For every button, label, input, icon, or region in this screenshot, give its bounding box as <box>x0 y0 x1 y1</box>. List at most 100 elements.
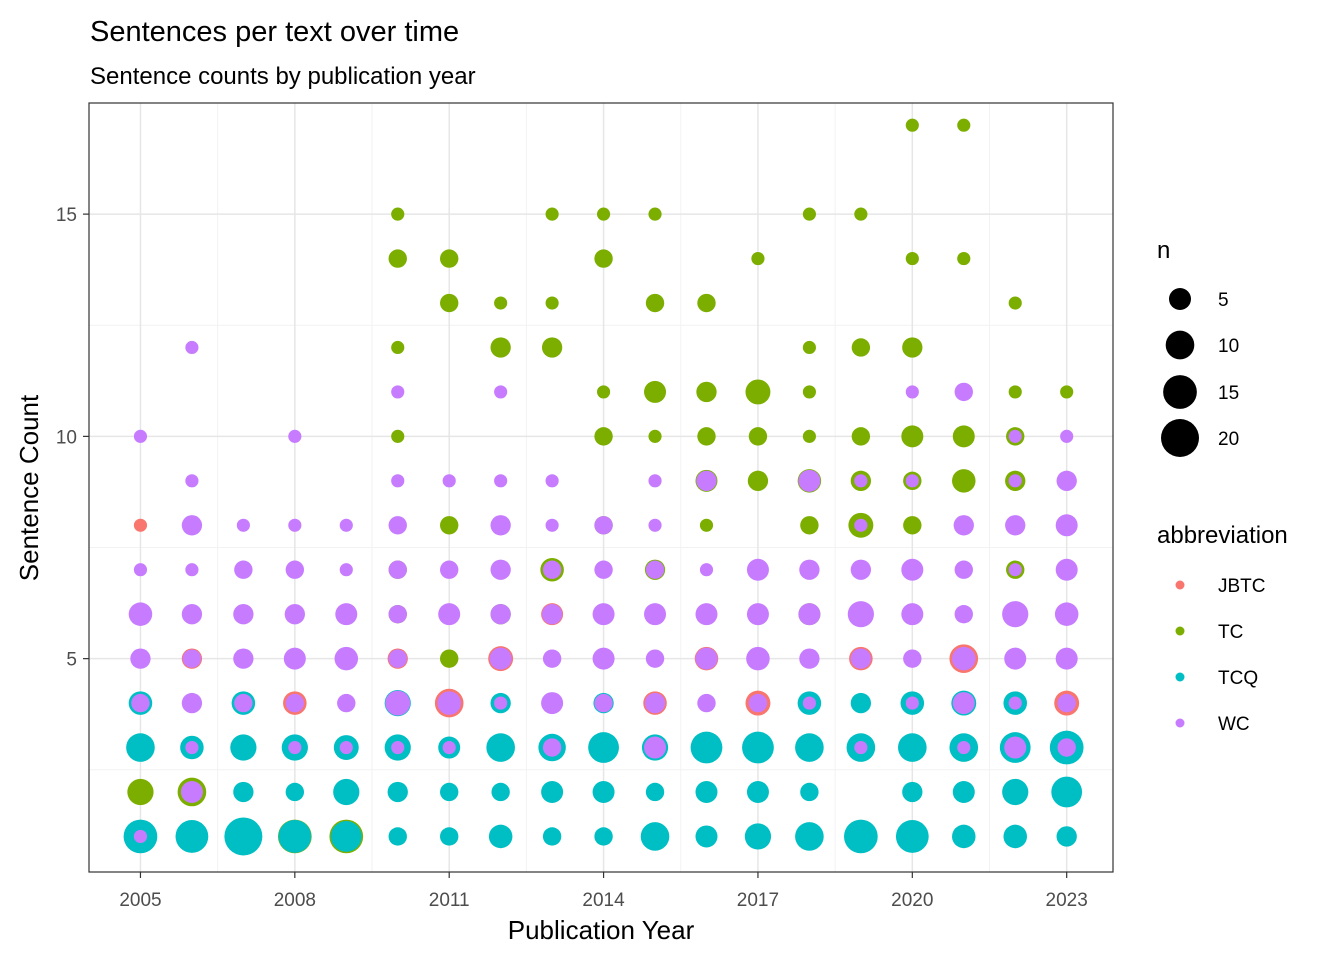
data-point <box>1008 296 1022 310</box>
data-point <box>695 780 718 803</box>
data-point <box>596 385 611 399</box>
chart-subtitle: Sentence counts by publication year <box>90 63 476 90</box>
data-point <box>224 817 263 856</box>
data-point <box>545 518 559 532</box>
color-legend-label: TCQ <box>1218 668 1258 689</box>
data-point <box>640 822 670 851</box>
data-point <box>494 696 508 710</box>
data-point <box>592 603 615 626</box>
size-legend-label: 5 <box>1218 290 1229 311</box>
x-tick-label: 2011 <box>429 890 470 911</box>
size-legend-label: 15 <box>1218 383 1239 404</box>
size-legend-key <box>1163 375 1197 409</box>
data-point <box>489 647 512 670</box>
data-point <box>746 780 769 803</box>
data-point <box>1002 778 1029 806</box>
data-point <box>596 207 611 221</box>
data-point <box>388 604 407 624</box>
data-point <box>699 518 714 532</box>
color-legend-key <box>1175 580 1185 590</box>
series-wc <box>128 340 1079 844</box>
data-point <box>957 118 971 132</box>
data-point <box>748 427 768 446</box>
data-point <box>742 731 774 764</box>
data-point <box>696 470 717 491</box>
data-point <box>588 732 619 763</box>
data-point <box>854 518 868 532</box>
data-point <box>391 340 405 355</box>
data-point <box>648 518 662 532</box>
x-axis-label: Publication Year <box>508 915 695 945</box>
data-point <box>644 736 667 759</box>
data-point <box>844 819 878 854</box>
data-point <box>337 693 356 713</box>
data-point <box>542 738 562 757</box>
data-point <box>802 696 816 710</box>
data-point <box>594 693 613 713</box>
data-point <box>339 740 353 755</box>
data-point <box>385 690 411 716</box>
data-point <box>851 427 871 446</box>
data-point <box>901 425 924 448</box>
data-point <box>952 824 976 849</box>
data-point <box>954 604 973 624</box>
x-tick-label: 2008 <box>274 890 316 911</box>
plot-border <box>88 102 1114 873</box>
data-point <box>388 516 407 535</box>
data-point <box>388 249 407 268</box>
data-point <box>391 385 405 399</box>
data-point <box>854 740 868 755</box>
data-point <box>442 740 456 755</box>
data-point <box>541 337 563 358</box>
data-point <box>901 558 924 581</box>
data-point <box>391 207 405 221</box>
data-point <box>905 696 919 710</box>
data-point <box>905 118 919 132</box>
data-point <box>802 385 816 399</box>
data-point <box>391 474 405 488</box>
y-tick-label: 10 <box>56 427 77 448</box>
data-point <box>800 516 819 535</box>
data-point <box>795 733 824 762</box>
data-point <box>233 781 254 803</box>
data-point <box>645 649 665 668</box>
data-point <box>391 429 405 443</box>
data-point <box>798 469 821 492</box>
data-point <box>699 563 714 577</box>
data-point <box>185 740 199 755</box>
data-point <box>953 515 974 536</box>
data-point <box>440 827 459 846</box>
y-tick-label: 5 <box>66 650 77 671</box>
data-point <box>747 470 769 491</box>
data-point <box>850 559 872 580</box>
data-point <box>1008 696 1022 710</box>
data-point <box>695 825 718 848</box>
data-point <box>288 518 302 532</box>
data-point <box>339 518 353 532</box>
data-point <box>592 647 615 670</box>
data-point <box>697 693 716 713</box>
data-point <box>185 474 199 488</box>
data-point <box>490 559 511 580</box>
data-point <box>494 474 508 488</box>
data-point <box>954 382 973 402</box>
data-point <box>236 518 250 532</box>
data-point <box>744 823 772 850</box>
data-point <box>1060 429 1074 443</box>
data-point <box>335 603 358 626</box>
data-point <box>491 782 510 802</box>
data-point <box>690 731 723 764</box>
data-point <box>798 603 821 626</box>
data-point <box>1057 738 1076 757</box>
data-point <box>644 380 667 403</box>
data-point <box>954 560 973 579</box>
data-point <box>1008 474 1022 488</box>
data-point <box>388 827 407 846</box>
data-point <box>1008 429 1022 443</box>
data-point <box>438 603 461 626</box>
data-point <box>391 740 405 755</box>
data-point <box>1004 736 1027 759</box>
size-legend-key <box>1165 330 1195 360</box>
data-point <box>952 425 975 448</box>
